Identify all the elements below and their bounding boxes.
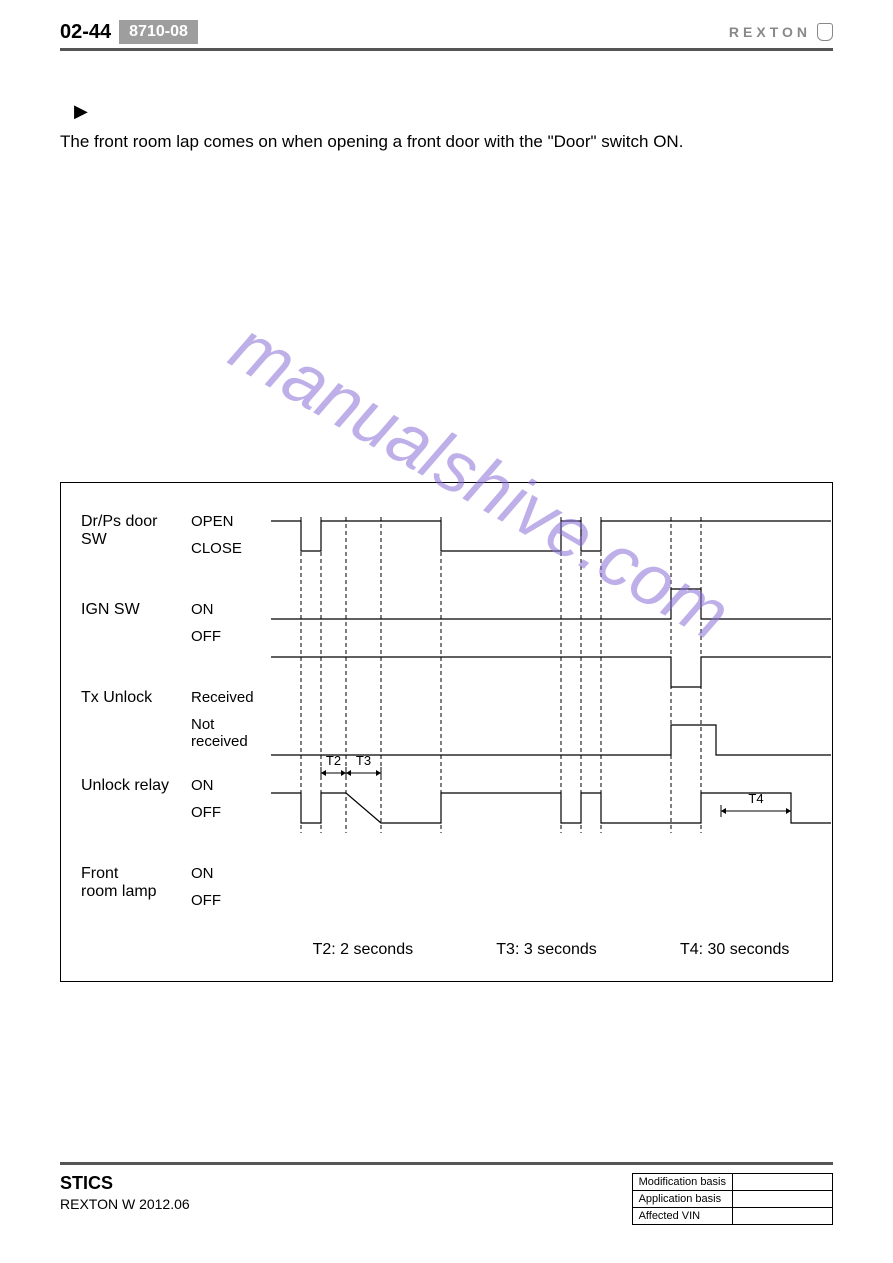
signal-label: Frontroom lamp — [81, 865, 191, 901]
signal-states: ON OFF — [191, 777, 271, 821]
signal-states: ON OFF — [191, 601, 271, 645]
brand-label: REXTON — [729, 23, 833, 41]
signal-label: Unlock relay — [81, 777, 191, 795]
code-badge: 8710-08 — [119, 20, 198, 44]
brand-text: REXTON — [729, 24, 811, 40]
footer-rule — [60, 1162, 833, 1165]
footer-left: STICS REXTON W 2012.06 — [60, 1173, 190, 1212]
timing-legend: T2: 2 seconds T3: 3 seconds T4: 30 secon… — [271, 941, 831, 959]
page-identifier: 02-44 8710-08 — [60, 20, 198, 44]
svg-text:T4: T4 — [748, 791, 763, 806]
state-low: CLOSE — [191, 540, 271, 557]
table-key: Affected VIN — [632, 1208, 732, 1225]
svg-text:T2: T2 — [326, 753, 341, 768]
table-row: Application basis — [632, 1191, 832, 1208]
timing-diagram: Dr/Ps doorSWOPENCLOSEIGN SWONOFFTx Unloc… — [60, 482, 833, 982]
intro-bullet: ▶ — [74, 101, 833, 122]
footer-table: Modification basis Application basis Aff… — [632, 1173, 833, 1225]
legend-t3: T3: 3 seconds — [496, 941, 597, 959]
state-high: Received — [191, 689, 271, 706]
header-rule — [60, 48, 833, 51]
timing-svg: T2 T3 T4 — [271, 513, 831, 943]
state-low: Notreceived — [191, 716, 271, 750]
legend-t4: T4: 30 seconds — [680, 941, 789, 959]
brand-badge-icon — [817, 23, 833, 41]
state-high: OPEN — [191, 513, 271, 530]
state-high: ON — [191, 865, 271, 882]
header-bar: 02-44 8710-08 REXTON — [60, 20, 833, 44]
state-low: OFF — [191, 804, 271, 821]
footer-title: STICS — [60, 1173, 190, 1194]
signal-label: Tx Unlock — [81, 689, 191, 707]
state-low: OFF — [191, 628, 271, 645]
page-number: 02-44 — [60, 21, 111, 44]
table-val — [733, 1191, 833, 1208]
state-low: OFF — [191, 892, 271, 909]
state-high: ON — [191, 777, 271, 794]
state-high: ON — [191, 601, 271, 618]
signal-states: Received Notreceived — [191, 689, 271, 750]
intro-text: The front room lap comes on when opening… — [60, 132, 833, 152]
signal-states: OPEN CLOSE — [191, 513, 271, 557]
footer-subtitle: REXTON W 2012.06 — [60, 1196, 190, 1212]
signal-label: Dr/Ps doorSW — [81, 513, 191, 549]
table-val — [733, 1174, 833, 1191]
legend-t2: T2: 2 seconds — [313, 941, 414, 959]
table-val — [733, 1208, 833, 1225]
table-key: Application basis — [632, 1191, 732, 1208]
svg-text:T3: T3 — [356, 753, 371, 768]
signal-label: IGN SW — [81, 601, 191, 619]
table-row: Affected VIN — [632, 1208, 832, 1225]
footer: STICS REXTON W 2012.06 Modification basi… — [60, 1173, 833, 1225]
signal-states: ON OFF — [191, 865, 271, 909]
table-row: Modification basis — [632, 1174, 832, 1191]
table-key: Modification basis — [632, 1174, 732, 1191]
